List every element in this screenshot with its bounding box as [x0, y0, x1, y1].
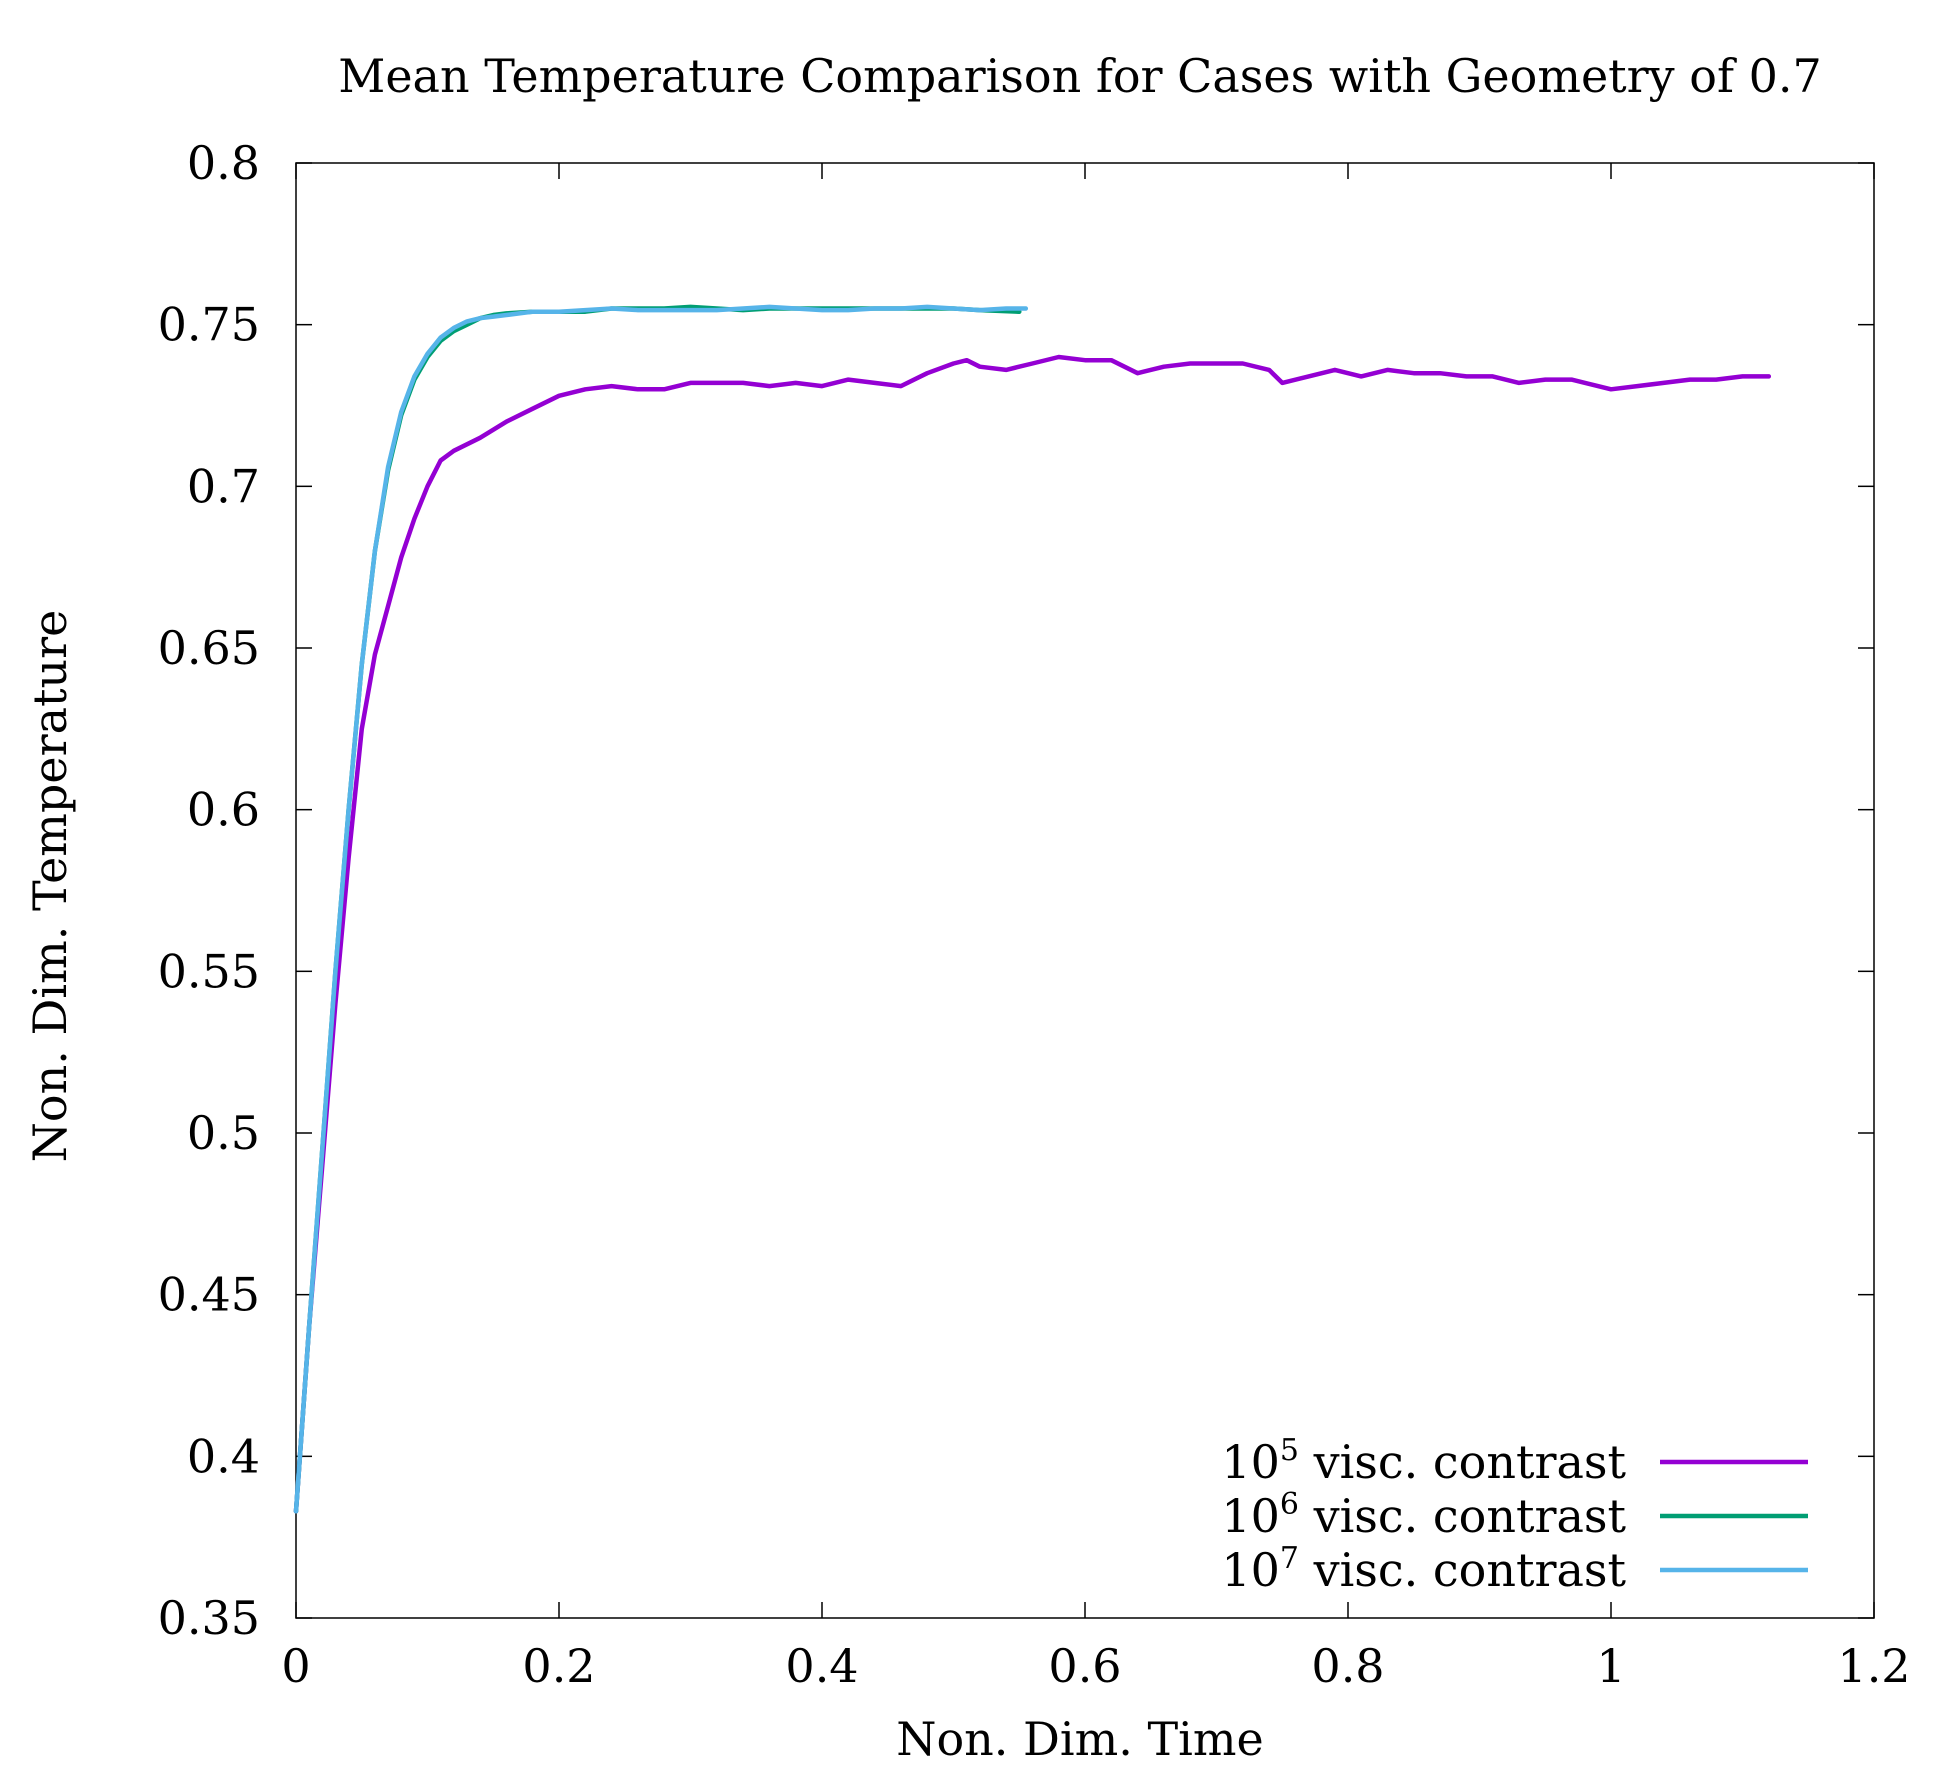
y-tick-label: 0.6 — [187, 783, 260, 837]
x-axis-label: Non. Dim. Time — [896, 1712, 1264, 1766]
x-tick-label: 0.8 — [1311, 1639, 1384, 1693]
x-tick-label: 0.2 — [522, 1639, 595, 1693]
y-tick-label: 0.75 — [158, 298, 260, 352]
series-line-3 — [293, 304, 1029, 1514]
x-tick-label: 0.4 — [785, 1639, 858, 1693]
x-tick-label: 1.2 — [1837, 1639, 1910, 1693]
series-line-1 — [293, 354, 1772, 1514]
legend-label-1: 105 visc. contrast — [1221, 1433, 1626, 1489]
y-tick-label: 0.8 — [187, 136, 260, 190]
legend-label-3: 107 visc. contrast — [1221, 1541, 1626, 1597]
y-tick-label: 0.55 — [158, 944, 260, 998]
y-tick-label: 0.65 — [158, 621, 260, 675]
y-axis-label: Non. Dim. Temperature — [23, 610, 77, 1163]
x-tick-label: 0.6 — [1048, 1639, 1121, 1693]
plot-area: 0 0.2 0.4 0.6 0.8 1 1.2 0.35 0.4 0.45 0.5 0.55 0.6 0.… — [158, 136, 1911, 1693]
x-tick-label: 0 — [281, 1639, 310, 1693]
legend-label-2: 106 visc. contrast — [1221, 1487, 1626, 1543]
y-tick-label: 0.5 — [187, 1106, 260, 1160]
y-tick-label: 0.4 — [187, 1429, 260, 1483]
chart-title: Mean Temperature Comparison for Cases wi… — [338, 49, 1822, 103]
y-tick-label: 0.7 — [187, 459, 260, 513]
y-tick-label: 0.45 — [158, 1268, 260, 1322]
y-tick-label: 0.35 — [158, 1591, 260, 1645]
x-tick-label: 1 — [1596, 1639, 1625, 1693]
